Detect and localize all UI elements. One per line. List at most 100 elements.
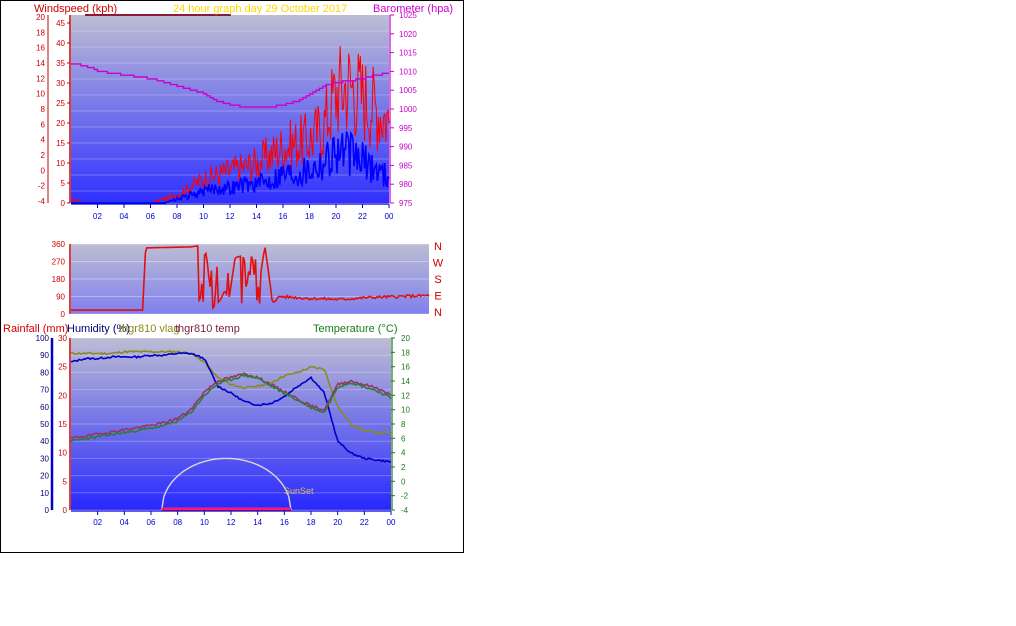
climate-time-tick-label: 00: [387, 518, 396, 527]
humidity-tick-label: 20: [40, 472, 49, 481]
wind-time-tick-label: 02: [93, 212, 102, 221]
secondary-tick-label: 20: [36, 13, 45, 22]
secondary-tick-label: -4: [38, 197, 46, 206]
direction-tick-label: 90: [56, 293, 65, 302]
kph-tick-label: 30: [56, 79, 65, 88]
climate-time-tick-label: 12: [227, 518, 236, 527]
barometer-tick-label: 1010: [399, 67, 417, 76]
temperature-tick-label: 12: [401, 391, 410, 400]
secondary-tick-label: 4: [41, 136, 46, 145]
kph-tick-label: 25: [56, 99, 65, 108]
direction-tick-label: 360: [52, 240, 66, 249]
compass-label: N: [434, 307, 442, 319]
barometer-tick-label: 1015: [399, 49, 417, 58]
kph-tick-label: 45: [56, 19, 65, 28]
secondary-tick-label: 14: [36, 59, 45, 68]
climate-time-tick-label: 08: [173, 518, 182, 527]
climate-time-tick-label: 04: [120, 518, 129, 527]
secondary-tick-label: 2: [41, 151, 46, 160]
temperature-tick-label: 6: [401, 434, 406, 443]
temperature-line: [70, 373, 392, 443]
temperature-tick-label: 8: [401, 420, 406, 429]
humidity-tick-label: 50: [40, 420, 49, 429]
secondary-tick-label: 8: [41, 105, 46, 114]
wind-time-tick-label: 22: [358, 212, 367, 221]
rain-tick-label: 0: [63, 506, 68, 515]
secondary-tick-label: 0: [41, 166, 46, 175]
humidity-line: [70, 351, 391, 463]
temperature-tick-label: -4: [401, 506, 409, 515]
humidity-tick-label: 100: [36, 334, 50, 343]
kph-tick-label: 15: [56, 139, 65, 148]
barometer-tick-label: 990: [399, 143, 413, 152]
temperature-tick-label: 16: [401, 363, 410, 372]
vlag-axis-label: thgr810 vlag: [119, 323, 180, 335]
secondary-tick-label: 18: [36, 28, 45, 37]
rain-tick-label: 5: [63, 477, 68, 486]
graph-frame: 0 5 10 15 20 25 30 35 40 45 -4 -2 0 2 4 6 8 10 12 14 16 18 20 9…: [0, 0, 464, 553]
wind-time-tick-label: 10: [199, 212, 208, 221]
humidity-axis-label: Humidity (%): [67, 323, 130, 335]
rain-tick-label: 20: [58, 391, 67, 400]
secondary-tick-label: 16: [36, 44, 45, 53]
sun-arc: [161, 457, 292, 511]
barometer-tick-label: 995: [399, 124, 413, 133]
wind-average-line: [71, 130, 390, 204]
thgr-temp-axis-label: thgr810 temp: [175, 323, 240, 335]
kph-tick-label: 5: [61, 179, 66, 188]
wind-time-tick-label: 16: [279, 212, 288, 221]
humidity-tick-label: 30: [40, 454, 49, 463]
rain-tick-label: 30: [58, 334, 67, 343]
wind-time-tick-label: 04: [120, 212, 129, 221]
wind-time-tick-label: 12: [226, 212, 235, 221]
compass-label: N: [434, 241, 442, 253]
barometer-tick-label: 1005: [399, 86, 417, 95]
wind-time-tick-label: 18: [305, 212, 314, 221]
climate-time-tick-label: 14: [253, 518, 262, 527]
barometer-line: [71, 63, 389, 108]
wind-time-tick-label: 06: [146, 212, 155, 221]
humidity-tick-label: 40: [40, 437, 49, 446]
kph-tick-label: 0: [61, 199, 66, 208]
direction-tick-label: 270: [52, 258, 66, 267]
graph-title: 24 hour graph day 29 October 2017: [173, 3, 347, 15]
rain-tick-label: 10: [58, 449, 67, 458]
climate-plot-area: [71, 338, 391, 510]
thgr810-temp-line: [70, 372, 392, 439]
wind-time-tick-label: 08: [173, 212, 182, 221]
kph-tick-label: 20: [56, 119, 65, 128]
wind-time-tick-label: 14: [252, 212, 261, 221]
kph-tick-label: 35: [56, 59, 65, 68]
wind-direction-line: [71, 245, 430, 311]
compass-label: E: [434, 291, 441, 303]
temperature-tick-label: -2: [401, 492, 409, 501]
climate-time-tick-label: 18: [307, 518, 316, 527]
vlag-line: [70, 349, 392, 435]
barometer-tick-label: 1020: [399, 30, 417, 39]
secondary-tick-label: 10: [36, 90, 45, 99]
secondary-tick-label: 6: [41, 120, 46, 129]
kph-tick-label: 40: [56, 39, 65, 48]
humidity-tick-label: 70: [40, 386, 49, 395]
temperature-tick-label: 14: [401, 377, 410, 386]
weather-graphs-svg: 051015202530354045-4-2024681012141618209…: [3, 3, 453, 527]
compass-label: W: [433, 258, 444, 270]
temperature-tick-label: 10: [401, 406, 410, 415]
barometer-tick-label: 985: [399, 161, 413, 170]
barometer-tick-label: 980: [399, 180, 413, 189]
temperature-axis-label: Temperature (°C): [313, 323, 397, 335]
climate-time-tick-label: 16: [280, 518, 289, 527]
rain-tick-label: 25: [58, 363, 67, 372]
windspeed-axis-label: Windspeed (kph): [34, 3, 117, 15]
sunset-label: SunSet: [284, 486, 314, 496]
humidity-tick-label: 0: [45, 506, 50, 515]
temperature-tick-label: 18: [401, 348, 410, 357]
temperature-tick-label: 0: [401, 477, 406, 486]
rain-tick-label: 15: [58, 420, 67, 429]
wind-time-tick-label: 20: [332, 212, 341, 221]
humidity-tick-label: 10: [40, 489, 49, 498]
humidity-tick-label: 90: [40, 351, 49, 360]
climate-time-tick-label: 02: [93, 518, 102, 527]
rainfall-axis-label: Rainfall (mm): [3, 323, 68, 335]
direction-plot-area: [71, 244, 429, 314]
